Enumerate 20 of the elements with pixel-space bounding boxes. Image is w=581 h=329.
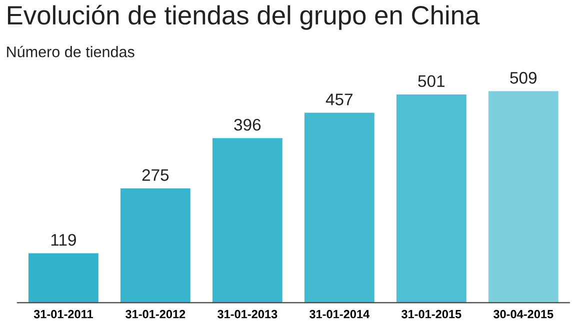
data-label: 119 bbox=[51, 234, 76, 246]
data-label: 275 bbox=[142, 169, 169, 181]
bar bbox=[396, 94, 466, 303]
x-tick-label: 31-01-2011 bbox=[34, 310, 93, 318]
data-label: 509 bbox=[510, 72, 536, 84]
data-label: 457 bbox=[326, 94, 352, 106]
bar bbox=[28, 253, 98, 303]
x-tick-label: 31-01-2013 bbox=[217, 310, 278, 318]
bar bbox=[120, 188, 190, 303]
chart-title: Evolución de tiendas del grupo en China bbox=[8, 4, 480, 30]
data-label: 501 bbox=[418, 75, 444, 88]
chart-subtitle: Número de tiendas bbox=[7, 46, 134, 58]
bar bbox=[304, 112, 374, 303]
x-tick-label: 31-01-2014 bbox=[309, 310, 370, 318]
x-tick-label: 31-01-2015 bbox=[401, 310, 462, 318]
bar bbox=[488, 91, 558, 303]
data-label: 396 bbox=[234, 118, 261, 131]
x-tick-label: 30-04-2015 bbox=[493, 310, 554, 318]
x-tick-label: 31-01-2012 bbox=[126, 310, 186, 318]
bar bbox=[212, 138, 282, 303]
